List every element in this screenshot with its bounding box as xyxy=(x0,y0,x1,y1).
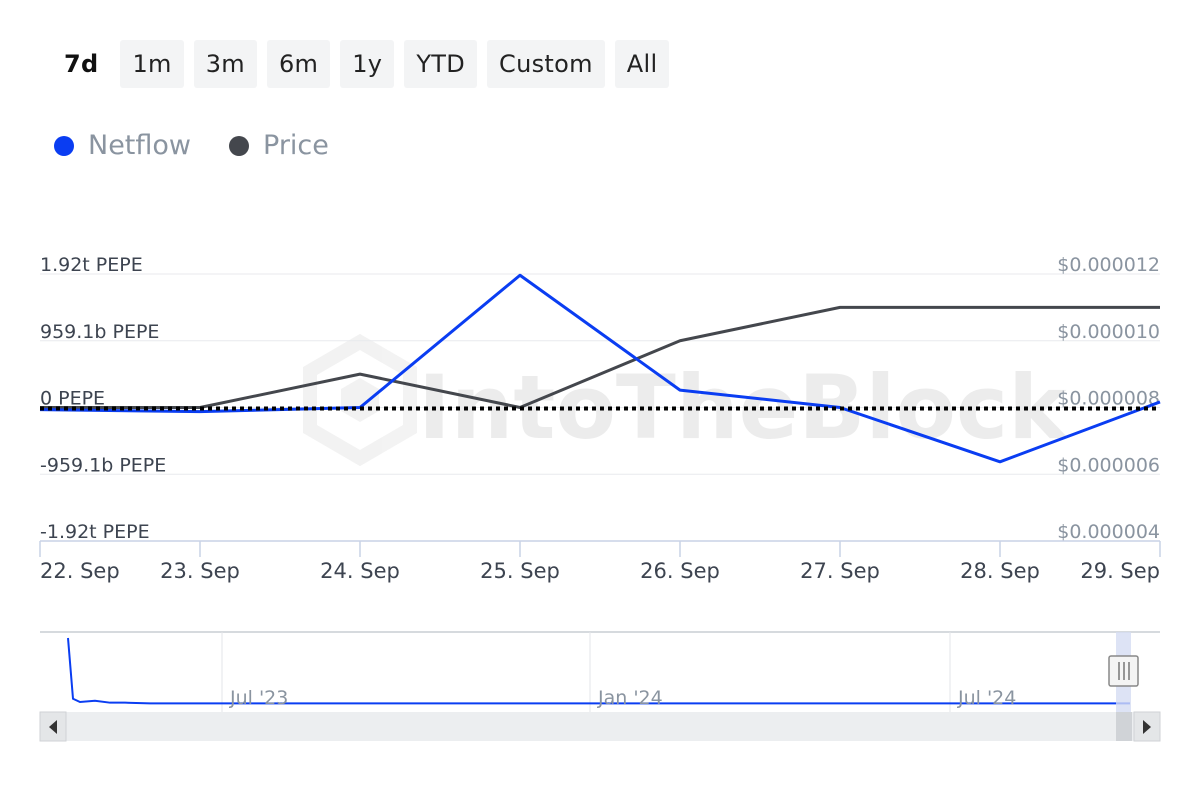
legend-label-netflow: Netflow xyxy=(88,130,192,161)
netflow-dot-icon xyxy=(54,135,74,156)
scroll-left-arrow-icon xyxy=(49,720,57,734)
range-button-7d[interactable]: 7d xyxy=(64,50,99,78)
scrollbar[interactable] xyxy=(39,711,1161,742)
range-button-3m[interactable]: 3m xyxy=(193,40,257,88)
series-layer xyxy=(39,273,1161,464)
left-tick-label: 1.92t PEPE xyxy=(40,254,143,276)
x-tick-label: 28. Sep xyxy=(960,559,1040,583)
x-tick-label: 24. Sep xyxy=(320,559,400,583)
scrollbar-left-button[interactable] xyxy=(39,711,67,742)
price-dot-icon xyxy=(229,135,250,156)
scrollbar-thumb[interactable] xyxy=(1116,712,1132,741)
x-tick-label: 23. Sep xyxy=(160,559,240,583)
x-axis: 22. Sep 23. Sep 24. Sep 25. Sep 26. Sep 27. S… xyxy=(39,540,1161,583)
legend: Netflow Price xyxy=(54,130,329,161)
navigator-labels: Jul '23 Jan '24 Jul '24 xyxy=(229,687,1016,709)
legend-item-price[interactable]: Price xyxy=(229,130,329,161)
x-tick-label: 26. Sep xyxy=(640,559,720,583)
range-button-1y[interactable]: 1y xyxy=(340,40,395,88)
x-tick-label: 27. Sep xyxy=(800,559,880,583)
x-tick-label: 22. Sep xyxy=(40,559,120,583)
navigator-series xyxy=(67,637,1130,705)
left-axis: 1.92t PEPE 959.1b PEPE 0 PEPE -959.1b PEPE -… xyxy=(40,254,166,543)
watermark-logo-icon xyxy=(303,333,417,467)
range-button-ytd[interactable]: YTD xyxy=(404,40,478,88)
navigator-label: Jan '24 xyxy=(597,687,663,709)
left-tick-label: -959.1b PEPE xyxy=(40,454,166,476)
series-line-price[interactable] xyxy=(40,305,1160,409)
legend-label-price: Price xyxy=(263,130,329,161)
right-tick-label: $0.000004 xyxy=(1057,521,1160,543)
right-tick-label: $0.000008 xyxy=(1057,388,1160,410)
navigator-label: Jul '24 xyxy=(957,687,1016,709)
right-tick-label: $0.000012 xyxy=(1057,254,1160,276)
left-tick-label: -1.92t PEPE xyxy=(40,521,150,543)
navigator-grid xyxy=(221,632,951,712)
watermark: IntoTheBlock xyxy=(303,333,1069,467)
range-button-6m[interactable]: 6m xyxy=(266,40,331,88)
range-button-custom[interactable]: Custom xyxy=(487,40,605,88)
legend-item-netflow[interactable]: Netflow xyxy=(54,130,191,161)
x-tick-label: 25. Sep xyxy=(480,559,560,583)
range-button-1m[interactable]: 1m xyxy=(120,40,184,88)
scrollbar-track[interactable] xyxy=(40,712,1160,741)
series-line-netflow[interactable] xyxy=(39,273,1161,464)
right-tick-label: $0.000006 xyxy=(1057,454,1160,476)
right-axis: $0.000012 $0.000010 $0.000008 $0.000006 $0.0… xyxy=(1057,254,1160,543)
navigator[interactable]: Jul '23 Jan '24 Jul '24 xyxy=(40,631,1160,712)
range-selector: 7d 1m 3m 6m 1y YTD Custom All xyxy=(52,40,670,88)
x-tick-label: 29. Sep xyxy=(1080,559,1160,583)
right-tick-label: $0.000010 xyxy=(1057,321,1160,343)
left-tick-label: 0 PEPE xyxy=(40,388,105,410)
scroll-right-arrow-icon xyxy=(1143,720,1151,734)
left-tick-label: 959.1b PEPE xyxy=(40,321,159,343)
range-button-all[interactable]: All xyxy=(614,40,670,88)
navigator-label: Jul '23 xyxy=(229,687,288,709)
